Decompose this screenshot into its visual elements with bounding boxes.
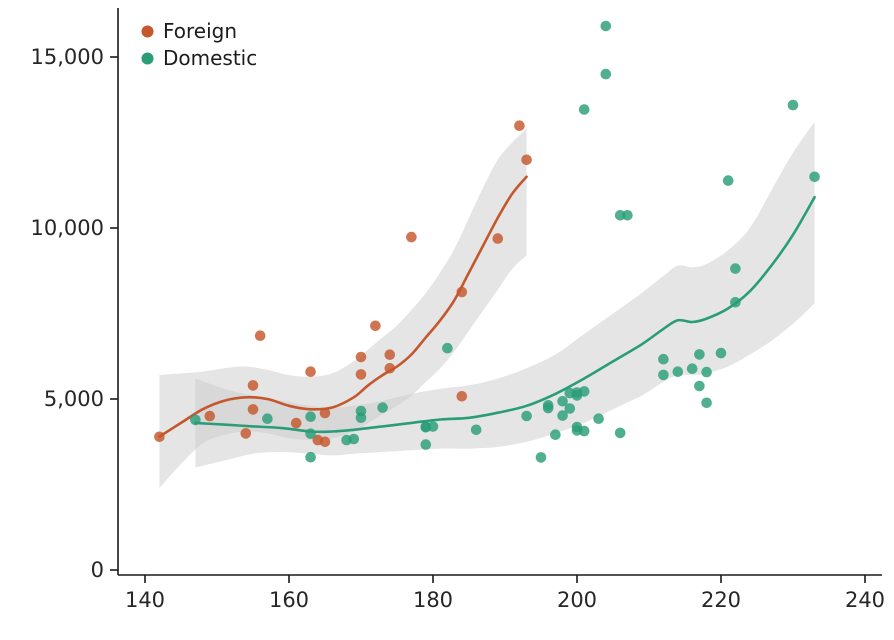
scatter-point-domestic [672,366,684,378]
scatter-point-domestic [658,353,669,365]
scatter-point-domestic [614,427,626,439]
scatter-point-domestic [355,405,367,417]
legend-label-foreign: Foreign [163,19,238,43]
scatter-point-domestic [658,369,669,381]
scatter-point-foreign [204,410,216,422]
scatter-point-foreign [254,330,266,342]
scatter-point-domestic [578,425,590,437]
scatter-point-domestic [578,386,590,397]
x-tick-label: 140 [125,588,165,612]
scatter-point-foreign [384,363,396,374]
scatter-point-foreign [355,351,367,363]
y-tick-label: 15,000 [31,45,104,69]
y-tick-label: 10,000 [31,216,104,240]
scatter-point-domestic [305,451,316,463]
scatter-point-domestic [420,439,432,450]
scatter-point-foreign [514,120,525,131]
scatter-point-domestic [557,410,568,421]
scatter-point-foreign [492,233,504,244]
foreign-dot-icon [141,25,154,37]
scatter-point-foreign [247,380,259,391]
scatter-point-domestic [701,366,712,378]
scatter-point-foreign [370,320,381,332]
scatter-point-foreign [406,231,417,243]
legend-item-domestic: Domestic [141,48,257,68]
scatter-point-foreign [319,407,331,419]
scatter-point-domestic [600,68,612,80]
scatter-point-domestic [809,171,820,183]
scatter-point-domestic [305,411,316,423]
scatter-point-domestic [730,297,741,308]
scatter-point-domestic [348,433,360,445]
scatter-point-foreign [319,436,331,448]
scatter-point-domestic [722,175,734,186]
scatter-point-domestic [190,414,201,426]
legend-label-domestic: Domestic [163,46,258,70]
scatter-point-domestic [715,347,727,359]
scatter-point-domestic [427,421,439,432]
y-tick-label: 5,000 [44,387,104,411]
legend: Foreign Domestic [141,21,257,68]
scatter-point-domestic [578,104,590,115]
scatter-point-domestic [600,20,612,32]
scatter-point-domestic [262,413,273,425]
scatter-point-foreign [240,428,252,439]
scatter-point-domestic [377,402,388,413]
scatter-point-domestic [305,428,316,440]
x-tick-label: 240 [845,588,885,612]
x-tick-label: 220 [701,588,741,612]
scatter-point-foreign [521,154,532,166]
scatter-point-foreign [247,404,259,415]
scatter-point-domestic [701,397,712,409]
x-tick-label: 200 [557,588,597,612]
scatter-point-foreign [384,349,396,361]
scatter-point-domestic [622,210,633,221]
y-tick-label: 0 [91,558,104,582]
legend-item-foreign: Foreign [141,21,257,41]
domestic-dot-icon [141,52,154,64]
scatter-point-domestic [787,99,799,111]
confidence-band-domestic [195,122,815,468]
scatter-point-domestic [593,413,604,425]
scatter-point-foreign [456,391,468,402]
scatter-point-domestic [535,452,547,463]
x-tick-label: 180 [413,588,453,612]
scatter-point-domestic [542,400,554,411]
scatter-point-domestic [521,410,532,422]
scatter-point-domestic [442,342,453,354]
scatter-point-domestic [470,424,482,436]
trend-line-foreign [158,175,528,438]
scatter-point-foreign [290,417,302,429]
scatter-point-domestic [557,396,568,407]
x-tick-label: 160 [269,588,309,612]
scatter-point-domestic [550,429,561,441]
scatter-point-foreign [355,369,367,380]
scatter-point-foreign [456,286,468,298]
scatter-point-domestic [564,403,576,414]
scatter-point-foreign [305,366,316,378]
scatter-point-domestic [694,380,705,392]
scatter-point-domestic [694,349,705,360]
scatter-point-domestic [686,363,698,375]
scatter-point-domestic [730,263,741,274]
scatter-point-foreign [154,431,165,443]
